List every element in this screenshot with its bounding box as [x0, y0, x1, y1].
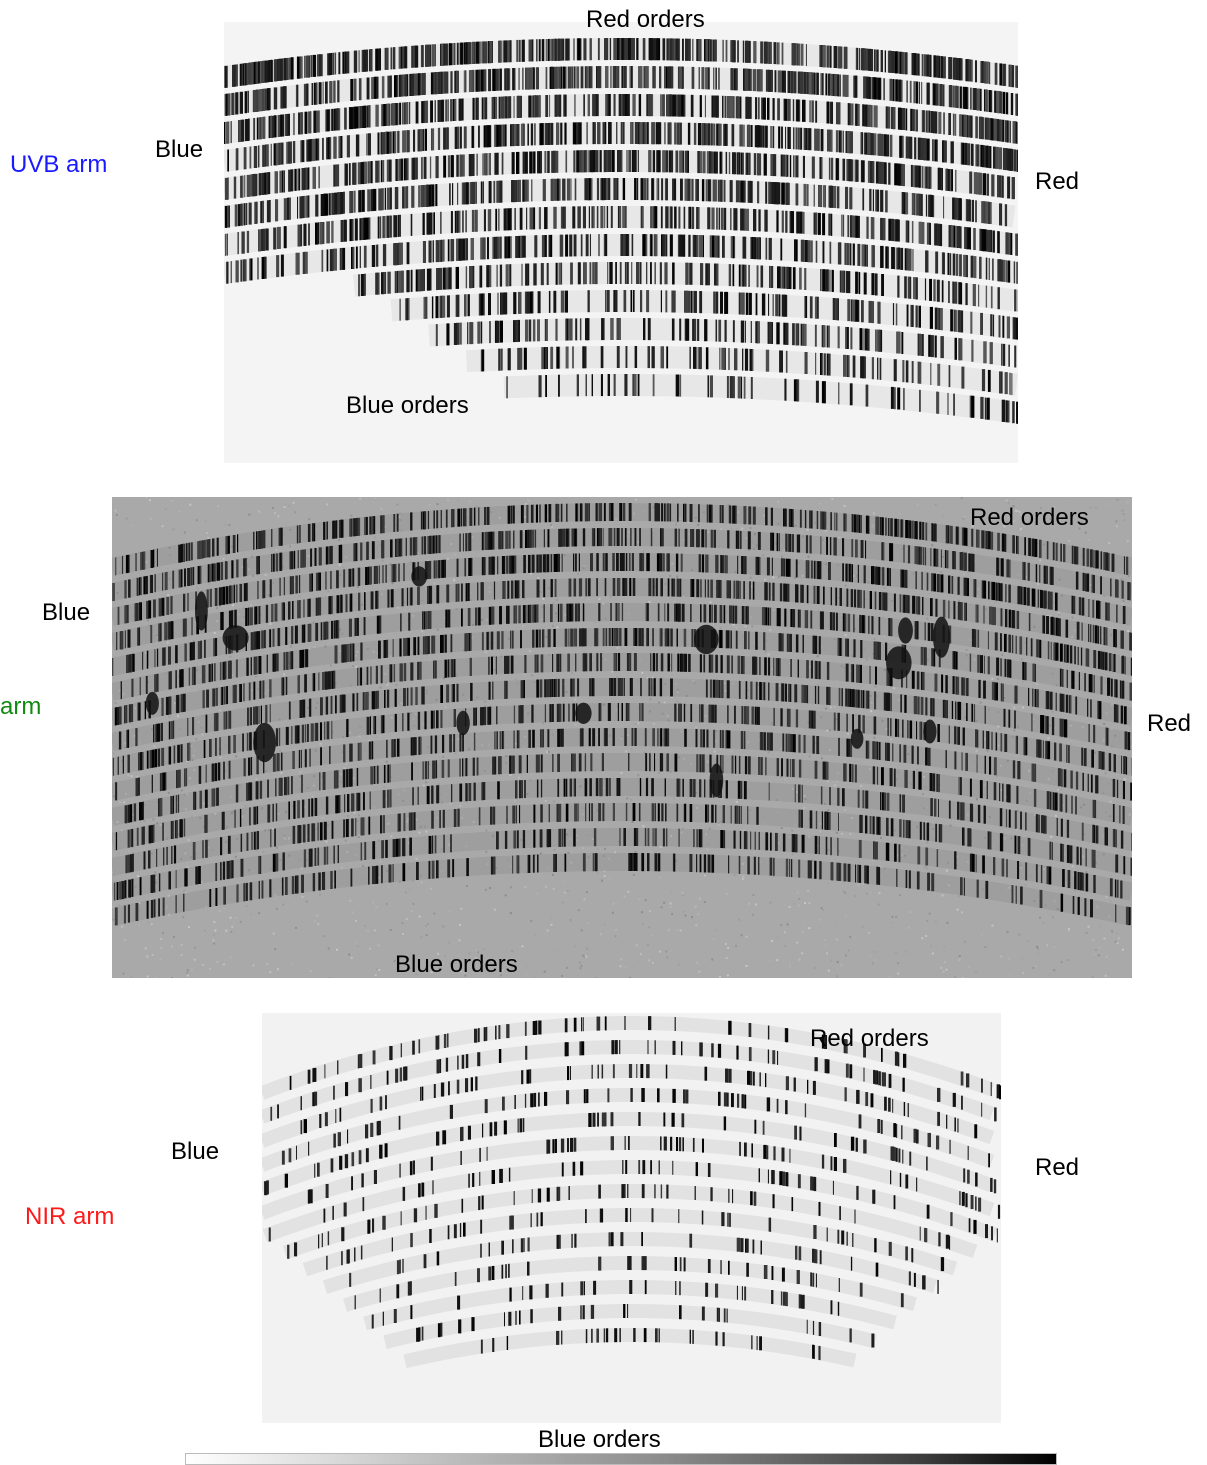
- nir-red-orders-label: Red orders: [810, 1025, 929, 1052]
- echelle-order: [224, 122, 1018, 172]
- echelle-order: [224, 178, 1016, 228]
- vis-blue-orders-label: Blue orders: [395, 951, 518, 978]
- uvb-arm-label: UVB arm: [10, 151, 108, 178]
- echelle-order: [112, 803, 1132, 876]
- echelle-order: [112, 503, 1132, 576]
- uvb-blue-end-label: Blue: [155, 136, 204, 163]
- vis-blue-end-label: Blue: [42, 599, 91, 626]
- echelle-order: [262, 1040, 997, 1124]
- echelle-order: [224, 234, 1018, 284]
- echelle-order: [112, 553, 1132, 626]
- echelle-order: [224, 94, 1018, 144]
- echelle-order: [262, 1112, 997, 1196]
- nir-arm-label: NIR arm: [25, 1203, 115, 1230]
- echelle-order: [390, 290, 1018, 340]
- nir-arm-spectrum-image: [262, 1013, 1001, 1423]
- echelle-order: [112, 703, 1132, 776]
- echelle-order: [112, 653, 1132, 726]
- echelle-order: [302, 1208, 958, 1277]
- echelle-order: [112, 528, 1132, 601]
- echelle-order: [503, 374, 1018, 424]
- echelle-order: [322, 1232, 939, 1294]
- echelle-order: [262, 1016, 1001, 1100]
- echelle-order: [112, 728, 1132, 801]
- vis-arm-spectrum-image: [112, 497, 1132, 978]
- echelle-order: [224, 66, 1018, 116]
- echelle-order: [224, 38, 1018, 88]
- echelle-order: [112, 628, 1132, 701]
- echelle-order: [112, 828, 1132, 901]
- echelle-order: [343, 1256, 917, 1312]
- echelle-order: [224, 206, 1018, 256]
- echelle-order: [403, 1328, 857, 1369]
- nir-red-end-label: Red: [1035, 1154, 1080, 1181]
- echelle-order: [465, 346, 1018, 396]
- echelle-order: [112, 753, 1132, 826]
- echelle-order: [383, 1304, 877, 1349]
- uvb-echelle-orders: [224, 38, 1018, 424]
- echelle-order: [262, 1088, 995, 1172]
- nir-blue-orders-label: Blue orders: [538, 1426, 661, 1453]
- echelle-order: [262, 1064, 995, 1148]
- vis-echelle-orders: [112, 497, 1132, 978]
- vis-red-end-label: Red: [1147, 710, 1192, 737]
- uvb-arm-spectrum-image: [224, 22, 1018, 463]
- vis-arm-label: arm: [0, 693, 42, 720]
- echelle-order: [262, 1136, 1001, 1220]
- echelle-order: [352, 262, 1018, 312]
- nir-blue-end-label: Blue: [171, 1138, 220, 1165]
- bright-features: [145, 566, 950, 798]
- nir-echelle-orders: [262, 1016, 1001, 1369]
- echelle-order: [428, 318, 1017, 368]
- vis-red-orders-label: Red orders: [970, 504, 1089, 531]
- echelle-order: [282, 1184, 978, 1260]
- echelle-order: [112, 778, 1132, 851]
- echelle-order: [224, 150, 1016, 200]
- uvb-red-end-label: Red: [1035, 168, 1080, 195]
- uvb-blue-orders-label: Blue orders: [346, 392, 469, 419]
- echelle-order: [112, 678, 1132, 751]
- echelle-order: [363, 1280, 897, 1331]
- echelle-order: [112, 853, 1132, 926]
- intensity-colorbar: [185, 1453, 1057, 1465]
- echelle-order: [112, 603, 1132, 676]
- echelle-order: [262, 1160, 998, 1243]
- uvb-red-orders-label: Red orders: [586, 6, 705, 33]
- echelle-order: [112, 578, 1132, 651]
